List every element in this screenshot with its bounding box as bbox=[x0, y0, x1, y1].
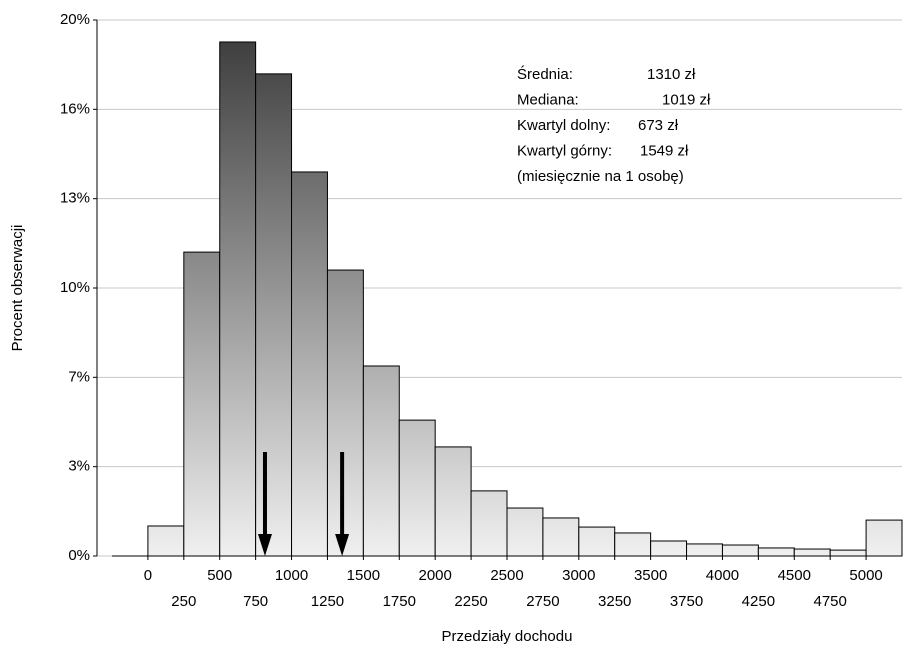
x-tick-label: 3000 bbox=[562, 567, 595, 584]
arrow-head bbox=[335, 534, 350, 556]
stat-label: Średnia: bbox=[517, 65, 573, 83]
stat-label: Kwartyl górny: bbox=[517, 142, 612, 159]
x-tick-label: 4750 bbox=[813, 593, 846, 610]
stat-value: 1019 zł bbox=[662, 91, 711, 108]
bar bbox=[686, 543, 723, 557]
bar bbox=[793, 548, 831, 557]
x-tick-label: 2750 bbox=[526, 593, 559, 610]
x-tick-label: 1750 bbox=[383, 593, 416, 610]
y-tick-label: 13% bbox=[60, 190, 90, 207]
y-tick-label: 16% bbox=[60, 100, 90, 117]
x-tick-label: 0 bbox=[144, 567, 152, 584]
x-tick-label: 750 bbox=[243, 593, 268, 610]
x-tick-label: 1250 bbox=[311, 593, 344, 610]
bar bbox=[614, 532, 652, 557]
bar bbox=[434, 446, 472, 557]
bar bbox=[506, 507, 544, 557]
y-tick-label: 20% bbox=[60, 11, 90, 28]
x-tick-label: 500 bbox=[207, 567, 232, 584]
x-tick-label: 2000 bbox=[418, 567, 451, 584]
y-axis-label: Procent obserwacji bbox=[9, 225, 26, 352]
x-tick-label: 4250 bbox=[742, 593, 775, 610]
stat-value: 673 zł bbox=[638, 117, 679, 134]
y-tick-label: 10% bbox=[60, 279, 90, 296]
x-axis-label: Przedziały dochodu bbox=[442, 628, 573, 645]
bar bbox=[542, 517, 580, 557]
bar bbox=[578, 526, 616, 557]
bar bbox=[757, 547, 795, 557]
bar bbox=[398, 419, 436, 557]
bar bbox=[326, 269, 364, 557]
x-tick-label: 1500 bbox=[347, 567, 380, 584]
x-tick-label: 2250 bbox=[454, 593, 487, 610]
x-tick-label: 3500 bbox=[634, 567, 667, 584]
stat-label: Mediana: bbox=[517, 91, 579, 108]
bar bbox=[219, 41, 257, 557]
bar bbox=[865, 519, 903, 557]
bar bbox=[470, 490, 508, 557]
x-tick-label: 3750 bbox=[670, 593, 703, 610]
x-tick-label: 1000 bbox=[275, 567, 308, 584]
y-tick-label: 3% bbox=[68, 458, 90, 475]
y-tick-label: 7% bbox=[68, 368, 90, 385]
bar bbox=[362, 365, 400, 557]
x-tick-label: 4000 bbox=[706, 567, 739, 584]
bar bbox=[255, 73, 293, 557]
stat-label: Kwartyl dolny: bbox=[517, 117, 610, 134]
bar bbox=[721, 544, 759, 557]
stat-value: 1549 zł bbox=[640, 142, 689, 159]
stat-note: (miesięcznie na 1 osobę) bbox=[517, 168, 684, 185]
x-tick-label: 4500 bbox=[778, 567, 811, 584]
arrow-head bbox=[257, 534, 272, 556]
x-tick-label: 2500 bbox=[490, 567, 523, 584]
bar bbox=[183, 251, 221, 557]
x-tick-label: 250 bbox=[171, 593, 196, 610]
stat-value: 1310 zł bbox=[647, 66, 696, 83]
bar bbox=[147, 525, 185, 557]
bar bbox=[829, 549, 867, 557]
bar bbox=[650, 540, 688, 557]
x-tick-label: 5000 bbox=[849, 567, 882, 584]
y-tick-label: 0% bbox=[68, 547, 90, 564]
bar bbox=[291, 171, 328, 557]
x-tick-label: 3250 bbox=[598, 593, 631, 610]
